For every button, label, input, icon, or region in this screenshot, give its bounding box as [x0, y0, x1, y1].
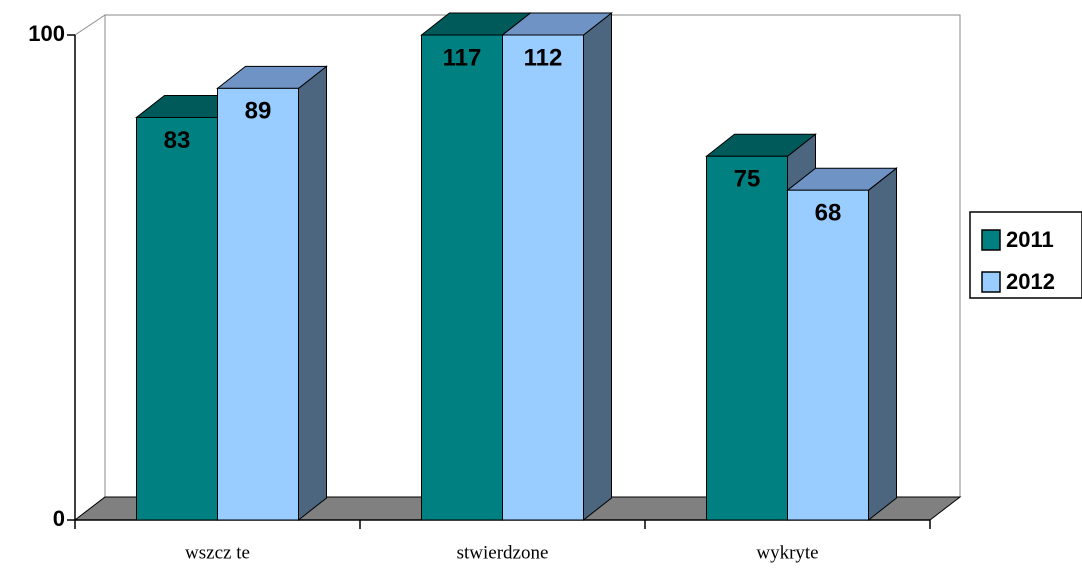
legend-swatch	[981, 271, 1001, 293]
bar	[706, 155, 788, 521]
value-label: 68	[815, 200, 842, 227]
bar	[421, 34, 503, 521]
bar-side	[583, 11, 612, 522]
bar-side	[868, 167, 897, 522]
legend-label: 2011	[1006, 227, 1054, 252]
bar	[217, 87, 299, 521]
x-tick-label: stwierdzone	[457, 542, 549, 563]
legend-label: 2012	[1006, 269, 1055, 294]
legend-swatch	[981, 229, 1001, 251]
bar-side	[298, 65, 327, 522]
bar	[502, 34, 584, 521]
bar	[136, 116, 218, 521]
y-tick-label: 0	[53, 506, 65, 531]
y-tick-label: 100	[28, 21, 65, 46]
x-tick-label: wszcz te	[185, 542, 250, 563]
bar	[787, 189, 869, 521]
side-wall	[74, 14, 106, 522]
value-label: 75	[734, 166, 761, 193]
value-label: 89	[245, 98, 272, 125]
value-label: 83	[164, 127, 191, 154]
value-label: 112	[524, 44, 563, 71]
x-tick-label: wykryte	[756, 542, 818, 563]
value-label: 117	[443, 44, 482, 71]
